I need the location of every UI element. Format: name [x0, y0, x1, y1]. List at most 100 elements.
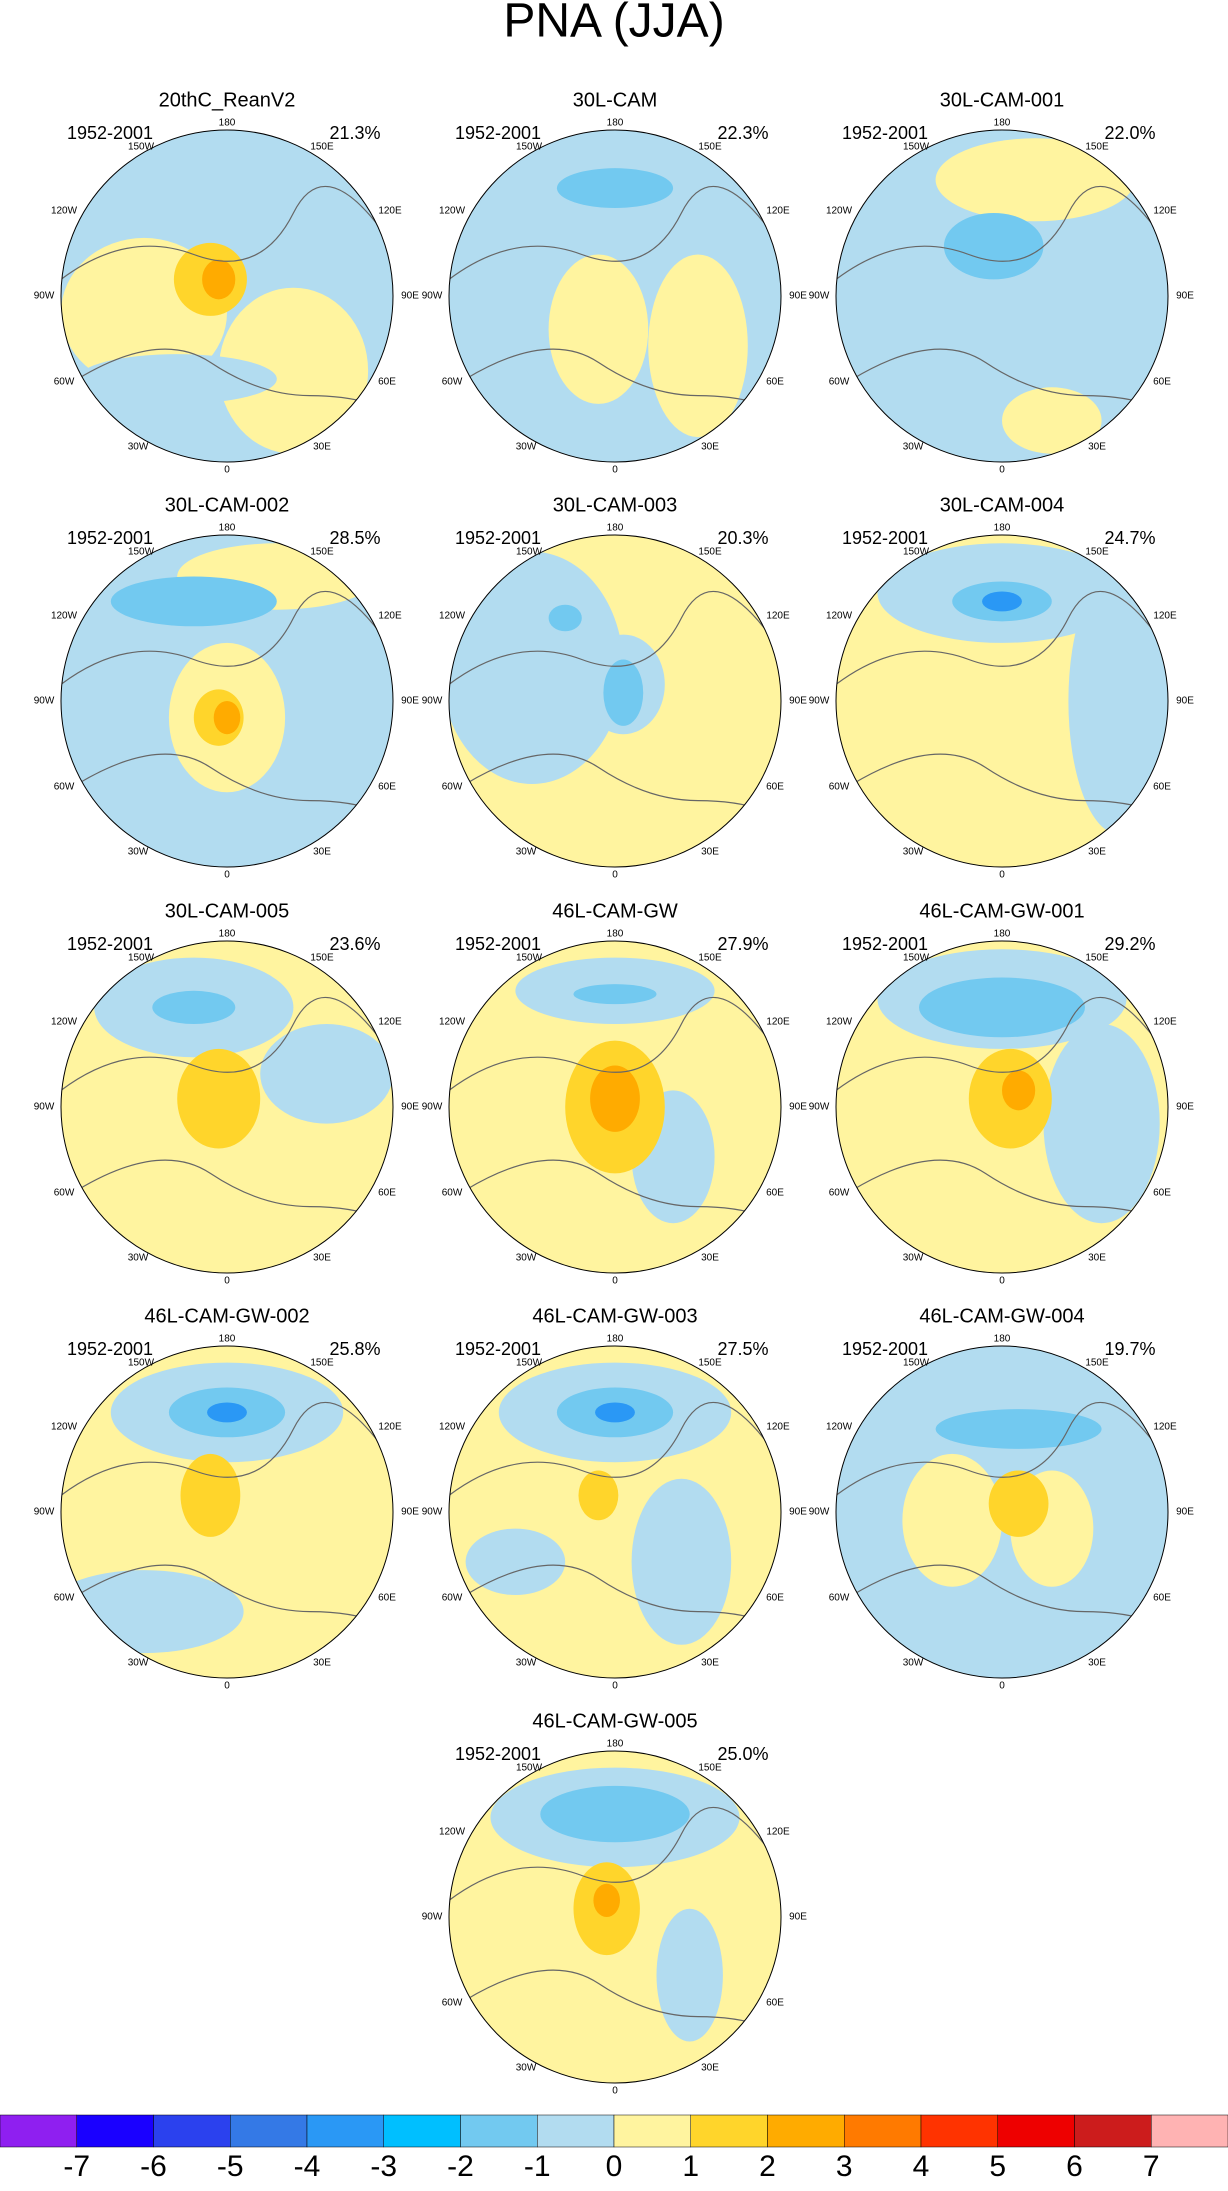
coastline — [449, 1401, 781, 1496]
longitude-label: 60W — [54, 1593, 75, 1604]
colorbar-box — [306, 2114, 384, 2148]
map-panel: 30L-CAM 1952-2001 22.3% 180 150W 150E 120W 120E… — [422, 89, 808, 475]
coastline — [77, 348, 393, 413]
longitude-label: 180 — [607, 929, 624, 940]
colorbar-box — [997, 2114, 1075, 2148]
map-field — [449, 941, 781, 1273]
coastline — [77, 1159, 393, 1224]
longitude-label: 150W — [903, 1358, 930, 1369]
longitude-label: 120E — [1153, 1422, 1177, 1433]
coastline — [836, 996, 1168, 1091]
longitude-label: 180 — [607, 523, 624, 534]
longitude-label: 180 — [607, 1739, 624, 1750]
field-contour — [935, 138, 1135, 222]
longitude-label: 60E — [378, 1593, 396, 1604]
field-contour — [110, 576, 277, 627]
longitude-label: 150E — [1085, 547, 1109, 558]
longitude-label: 150W — [128, 142, 155, 153]
map-border — [448, 1750, 782, 2084]
map-field — [836, 941, 1168, 1273]
field-contour — [177, 1048, 261, 1149]
longitude-label: 120E — [1153, 206, 1177, 217]
longitude-label: 30W — [516, 2063, 537, 2074]
longitude-label: 120E — [766, 611, 790, 622]
field-contour — [180, 1453, 241, 1537]
longitude-label: 60E — [766, 377, 784, 388]
longitude-label: 150E — [698, 1358, 722, 1369]
longitude-label: 180 — [994, 523, 1011, 534]
panel-period: 1952-2001 — [842, 934, 928, 954]
longitude-label: 90W — [809, 1507, 830, 1518]
colorbar-label: -3 — [370, 2150, 397, 2183]
longitude-label: 60W — [829, 782, 850, 793]
colorbar-box — [76, 2114, 154, 2148]
colorbar-label: 1 — [682, 2150, 699, 2183]
longitude-label: 180 — [219, 929, 236, 940]
longitude-label: 120E — [378, 1422, 402, 1433]
field-contour — [152, 990, 236, 1024]
longitude-label: 150W — [516, 1763, 543, 1774]
panel-title: 30L-CAM-002 — [165, 494, 290, 516]
panel-period: 1952-2001 — [67, 934, 153, 954]
longitude-label: 90E — [401, 1507, 419, 1518]
panel-percent: 22.0% — [1104, 123, 1155, 143]
longitude-label: 90W — [422, 696, 443, 707]
panel-title: 46L-CAM-GW-003 — [532, 1305, 697, 1327]
longitude-label: 30W — [903, 442, 924, 453]
longitude-label: 90W — [34, 1102, 55, 1113]
longitude-label: 60W — [54, 1188, 75, 1199]
coastline — [852, 1564, 1168, 1629]
coastline — [852, 1159, 1168, 1224]
longitude-label: 90W — [34, 1507, 55, 1518]
panel-title: 20thC_ReanV2 — [159, 89, 296, 111]
panel-percent: 19.7% — [1104, 1339, 1155, 1359]
coastline — [449, 1806, 781, 1901]
coastline — [77, 753, 393, 818]
map-panel: 30L-CAM-003 1952-2001 20.3% 180 150W 150E 120W… — [422, 494, 808, 880]
map-border — [60, 940, 394, 1274]
coastline — [852, 753, 1168, 818]
field-contour — [1043, 1024, 1160, 1224]
panel-percent: 27.5% — [717, 1339, 768, 1359]
longitude-label: 60E — [1153, 1593, 1171, 1604]
panel-period: 1952-2001 — [842, 528, 928, 548]
map-field — [61, 1346, 393, 1678]
panel-period: 1952-2001 — [455, 1744, 541, 1764]
field-contour — [1068, 568, 1168, 834]
colorbar-label: -4 — [294, 2150, 321, 2183]
longitude-label: 120W — [51, 1422, 78, 1433]
longitude-label: 150W — [516, 142, 543, 153]
panel-percent: 25.8% — [329, 1339, 380, 1359]
longitude-label: 30E — [313, 442, 331, 453]
coastline — [836, 1401, 1168, 1496]
longitude-label: 60W — [829, 1188, 850, 1199]
longitude-label: 90E — [1176, 291, 1194, 302]
longitude-label: 120E — [378, 206, 402, 217]
longitude-label: 120W — [826, 1422, 853, 1433]
map-border — [60, 129, 394, 463]
coastline — [77, 1564, 393, 1629]
panel-title: 30L-CAM — [573, 89, 657, 111]
colorbar-box — [1151, 2114, 1228, 2148]
longitude-label: 90E — [1176, 1102, 1194, 1113]
panel-period: 1952-2001 — [455, 123, 541, 143]
field-contour — [988, 1470, 1049, 1537]
panel-title: 30L-CAM-003 — [553, 494, 678, 516]
longitude-label: 90E — [1176, 696, 1194, 707]
field-contour — [943, 213, 1044, 280]
colorbar-box — [690, 2114, 768, 2148]
figure-title: PNA (JJA) — [503, 0, 724, 48]
longitude-label: 30E — [313, 1658, 331, 1669]
map-panel: 30L-CAM-002 1952-2001 28.5% 180 150W 150E 120W… — [34, 494, 420, 880]
longitude-label: 0 — [999, 1276, 1005, 1287]
panel-title: 46L-CAM-GW-004 — [919, 1305, 1084, 1327]
map-panel: 30L-CAM-004 1952-2001 24.7% 180 150W 150E 120W… — [809, 494, 1195, 880]
longitude-label: 120W — [826, 206, 853, 217]
field-contour — [213, 701, 241, 735]
colorbar-label: -1 — [524, 2150, 551, 2183]
longitude-label: 90E — [789, 1912, 807, 1923]
longitude-label: 90E — [401, 291, 419, 302]
longitude-label: 60E — [1153, 782, 1171, 793]
field-contour — [548, 604, 582, 632]
map-border — [60, 1345, 394, 1679]
